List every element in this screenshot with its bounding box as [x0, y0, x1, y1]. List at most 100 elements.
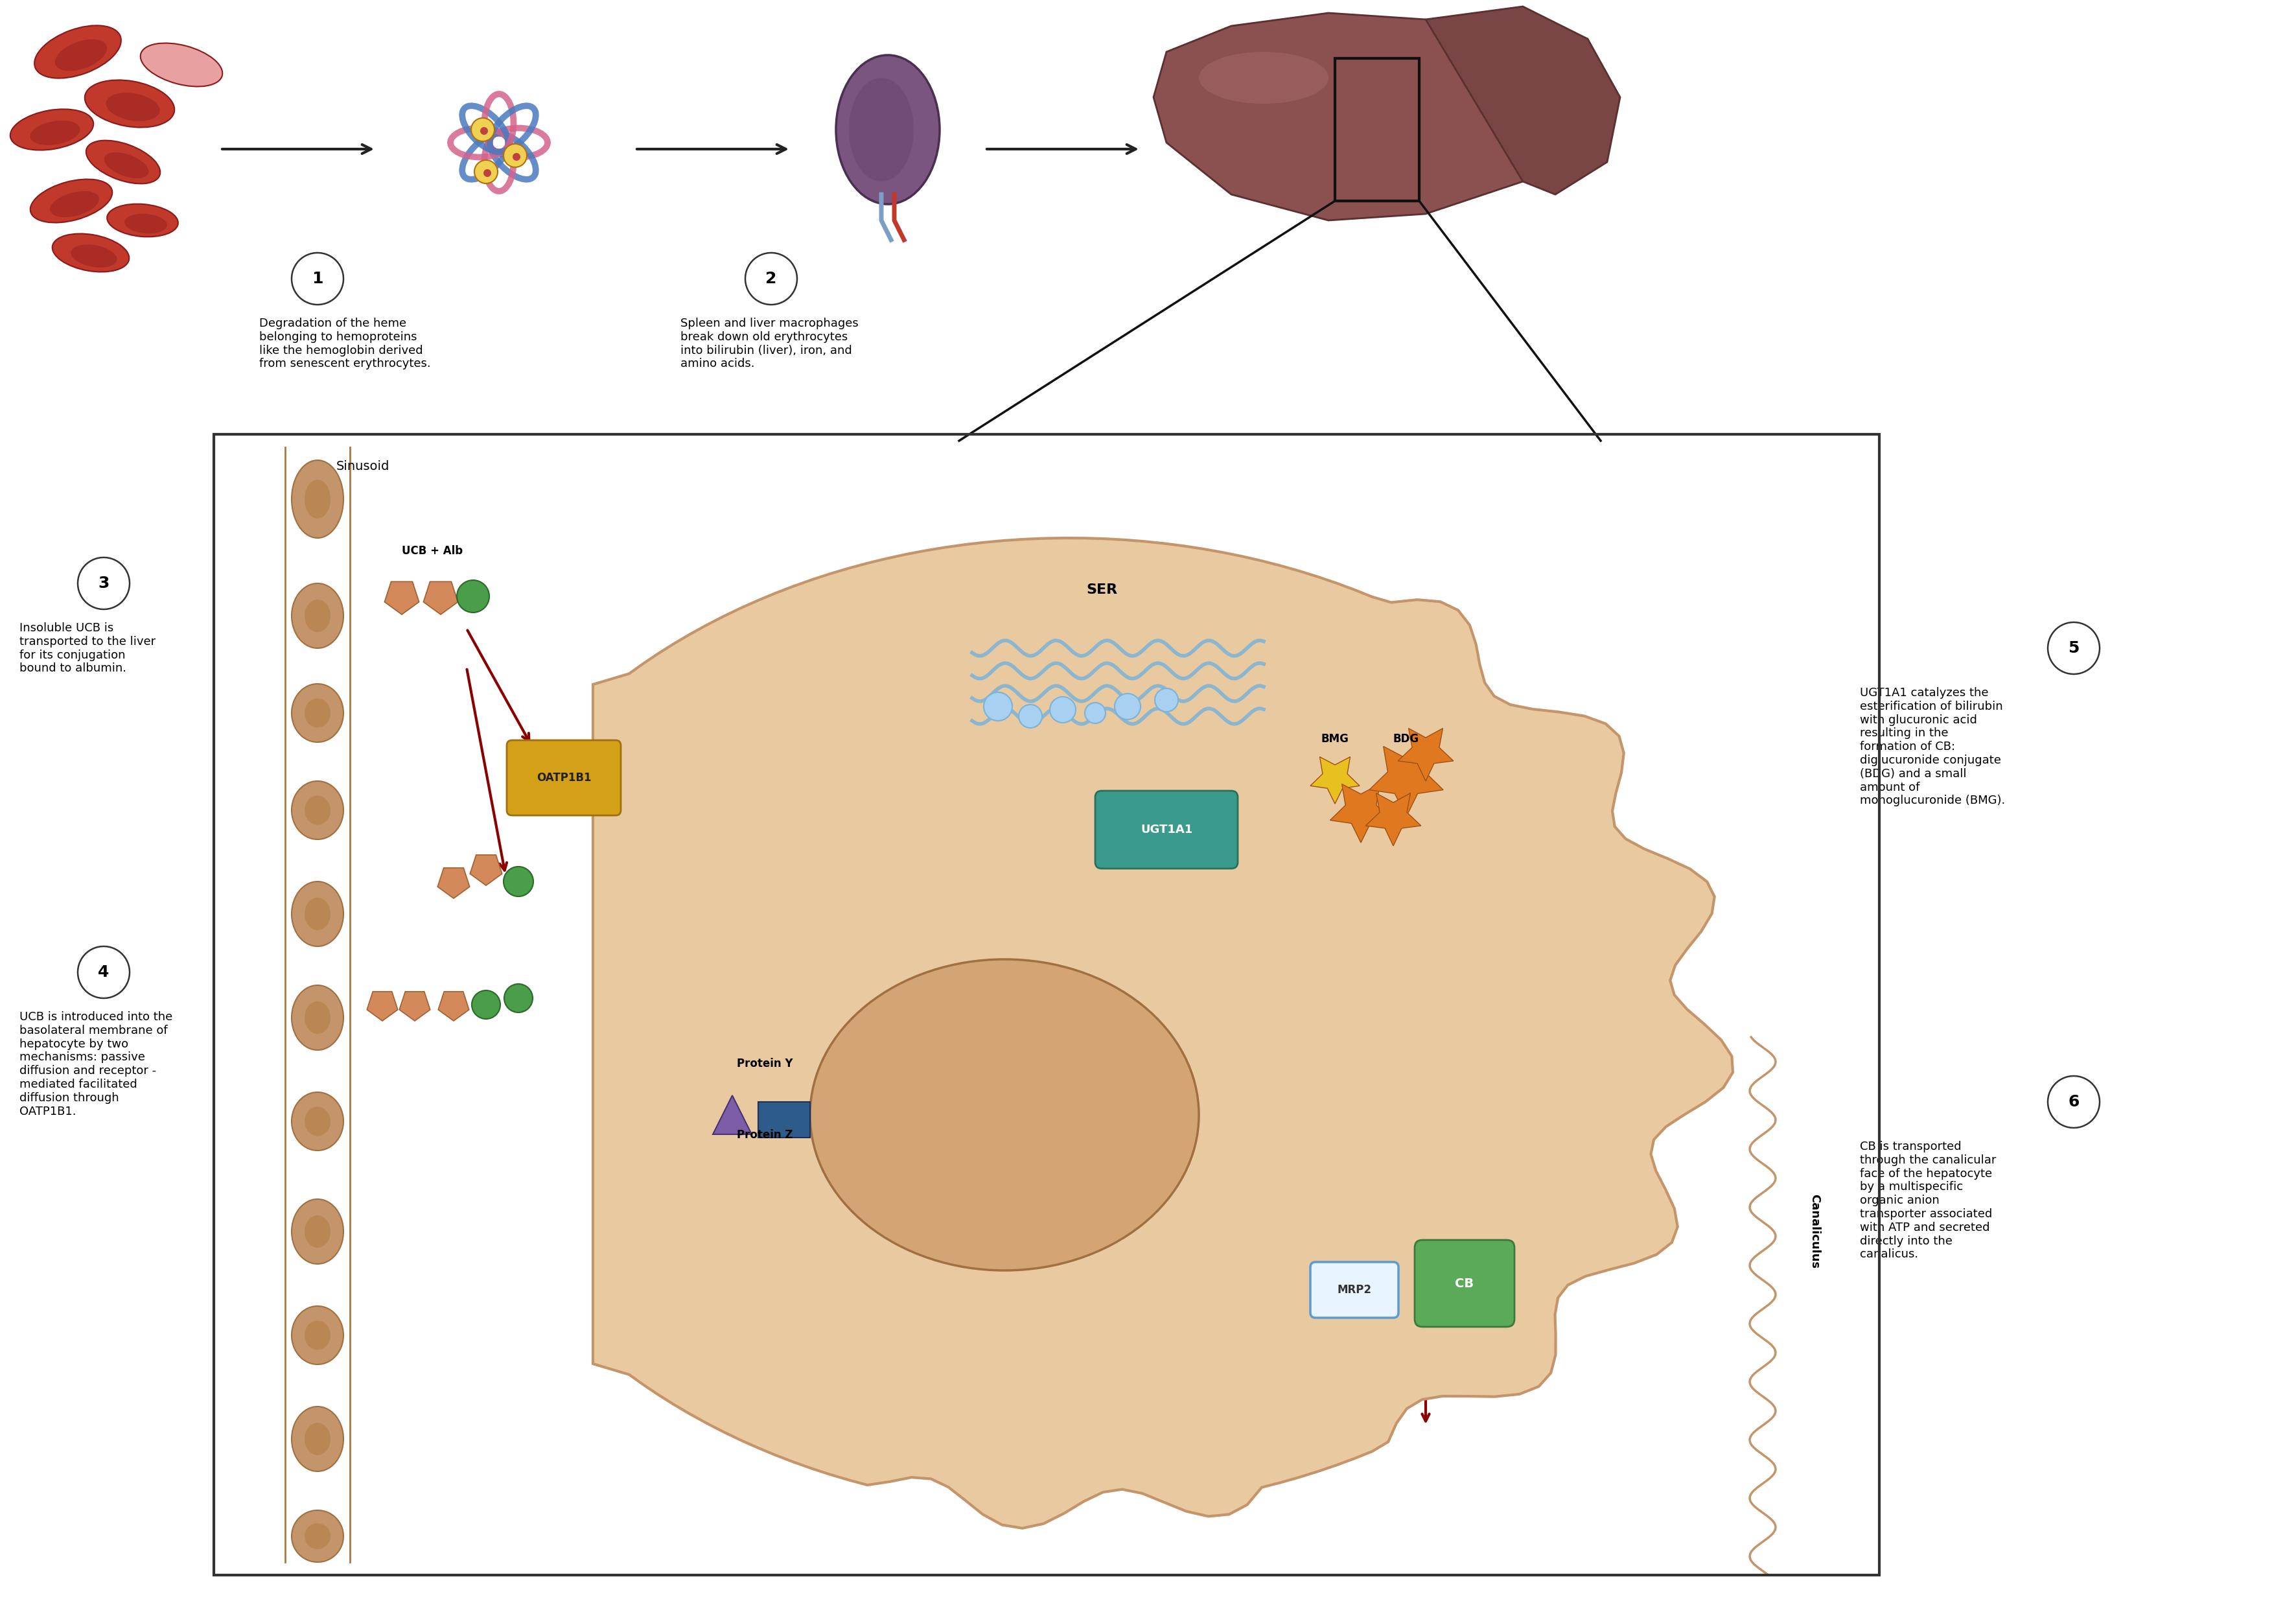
Polygon shape [1398, 728, 1453, 781]
Ellipse shape [305, 1423, 331, 1455]
Ellipse shape [9, 109, 94, 150]
Ellipse shape [836, 54, 939, 205]
Bar [758, 1101, 810, 1138]
Polygon shape [422, 581, 457, 615]
Circle shape [471, 991, 501, 1018]
Circle shape [1114, 693, 1141, 719]
Circle shape [471, 118, 494, 141]
Text: UCB is introduced into the
basolateral membrane of
hepatocyte by two
mechanisms:: UCB is introduced into the basolateral m… [18, 1012, 172, 1117]
Ellipse shape [108, 203, 179, 237]
Text: CB is transported
through the canalicular
face of the hepatocyte
by a multispeci: CB is transported through the canalicula… [1860, 1142, 1995, 1260]
Circle shape [480, 126, 489, 134]
Ellipse shape [305, 1215, 331, 1247]
Text: Canaliculus: Canaliculus [1809, 1194, 1821, 1270]
Polygon shape [1426, 6, 1621, 194]
Circle shape [983, 692, 1013, 720]
FancyBboxPatch shape [1095, 791, 1238, 869]
Text: 5: 5 [2069, 640, 2080, 656]
Polygon shape [523, 754, 565, 792]
Polygon shape [712, 1095, 751, 1135]
Ellipse shape [305, 599, 331, 632]
Polygon shape [1153, 13, 1554, 221]
Bar [214, 434, 1880, 1575]
Ellipse shape [292, 1306, 344, 1364]
Circle shape [505, 985, 533, 1012]
Ellipse shape [305, 898, 331, 930]
Polygon shape [592, 538, 1733, 1529]
Text: BDG: BDG [1394, 733, 1419, 744]
Ellipse shape [30, 120, 80, 146]
Ellipse shape [292, 1199, 344, 1263]
Polygon shape [383, 581, 420, 615]
Polygon shape [367, 991, 397, 1021]
Ellipse shape [305, 1002, 331, 1034]
Text: 4: 4 [99, 964, 110, 980]
Text: 2: 2 [765, 271, 776, 287]
Text: BMG: BMG [1320, 733, 1348, 744]
Ellipse shape [292, 1092, 344, 1151]
Text: 3: 3 [99, 576, 110, 591]
Circle shape [503, 866, 533, 897]
Circle shape [457, 580, 489, 613]
Ellipse shape [305, 1523, 331, 1550]
Ellipse shape [106, 93, 161, 122]
Ellipse shape [292, 882, 344, 946]
Text: 1: 1 [312, 271, 324, 287]
Ellipse shape [51, 191, 99, 218]
Text: 6: 6 [2069, 1093, 2080, 1109]
FancyBboxPatch shape [507, 740, 620, 815]
Circle shape [1084, 703, 1107, 724]
Ellipse shape [1199, 51, 1329, 104]
Ellipse shape [292, 1510, 344, 1563]
Ellipse shape [850, 78, 914, 181]
Ellipse shape [103, 152, 149, 178]
FancyBboxPatch shape [1311, 1262, 1398, 1318]
Polygon shape [1329, 784, 1391, 842]
Polygon shape [471, 855, 503, 885]
Polygon shape [400, 991, 429, 1021]
Text: Spleen and liver macrophages
break down old erythrocytes
into bilirubin (liver),: Spleen and liver macrophages break down … [680, 317, 859, 370]
Text: SER: SER [1086, 583, 1118, 596]
Ellipse shape [34, 26, 122, 78]
Ellipse shape [292, 1407, 344, 1471]
Ellipse shape [85, 141, 161, 184]
Circle shape [512, 154, 521, 160]
Circle shape [484, 170, 491, 178]
Ellipse shape [292, 985, 344, 1050]
Ellipse shape [140, 43, 223, 86]
Ellipse shape [30, 179, 113, 223]
Polygon shape [1366, 792, 1421, 845]
Text: Protein Y: Protein Y [737, 1058, 792, 1069]
Ellipse shape [71, 245, 117, 267]
Circle shape [1019, 704, 1042, 728]
FancyBboxPatch shape [1414, 1239, 1515, 1327]
Ellipse shape [305, 698, 331, 727]
Ellipse shape [53, 234, 129, 272]
Circle shape [1049, 696, 1077, 722]
Text: Protein Z: Protein Z [737, 1129, 792, 1142]
Ellipse shape [292, 459, 344, 538]
Ellipse shape [85, 80, 174, 128]
Bar [1334, 58, 1419, 202]
Ellipse shape [810, 959, 1199, 1271]
Ellipse shape [55, 40, 108, 70]
Ellipse shape [305, 796, 331, 825]
Ellipse shape [305, 1321, 331, 1350]
Circle shape [1155, 688, 1178, 712]
Ellipse shape [305, 480, 331, 519]
Text: OATP1B1: OATP1B1 [537, 772, 590, 783]
Ellipse shape [292, 781, 344, 839]
Text: CB: CB [1456, 1278, 1474, 1289]
Ellipse shape [305, 1106, 331, 1137]
Text: UGT1A1: UGT1A1 [1141, 825, 1192, 836]
Polygon shape [439, 991, 468, 1021]
Circle shape [503, 144, 526, 167]
Text: Degradation of the heme
belonging to hemoproteins
like the hemoglobin derived
fr: Degradation of the heme belonging to hem… [259, 317, 432, 370]
Polygon shape [439, 868, 471, 898]
Ellipse shape [292, 583, 344, 648]
Text: UCB + Alb: UCB + Alb [402, 544, 464, 557]
Polygon shape [1311, 757, 1359, 804]
Text: UGT1A1 catalyzes the
esterification of bilirubin
with glucuronic acid
resulting : UGT1A1 catalyzes the esterification of b… [1860, 687, 2004, 807]
Text: MRP2: MRP2 [1336, 1284, 1371, 1295]
Ellipse shape [292, 684, 344, 743]
